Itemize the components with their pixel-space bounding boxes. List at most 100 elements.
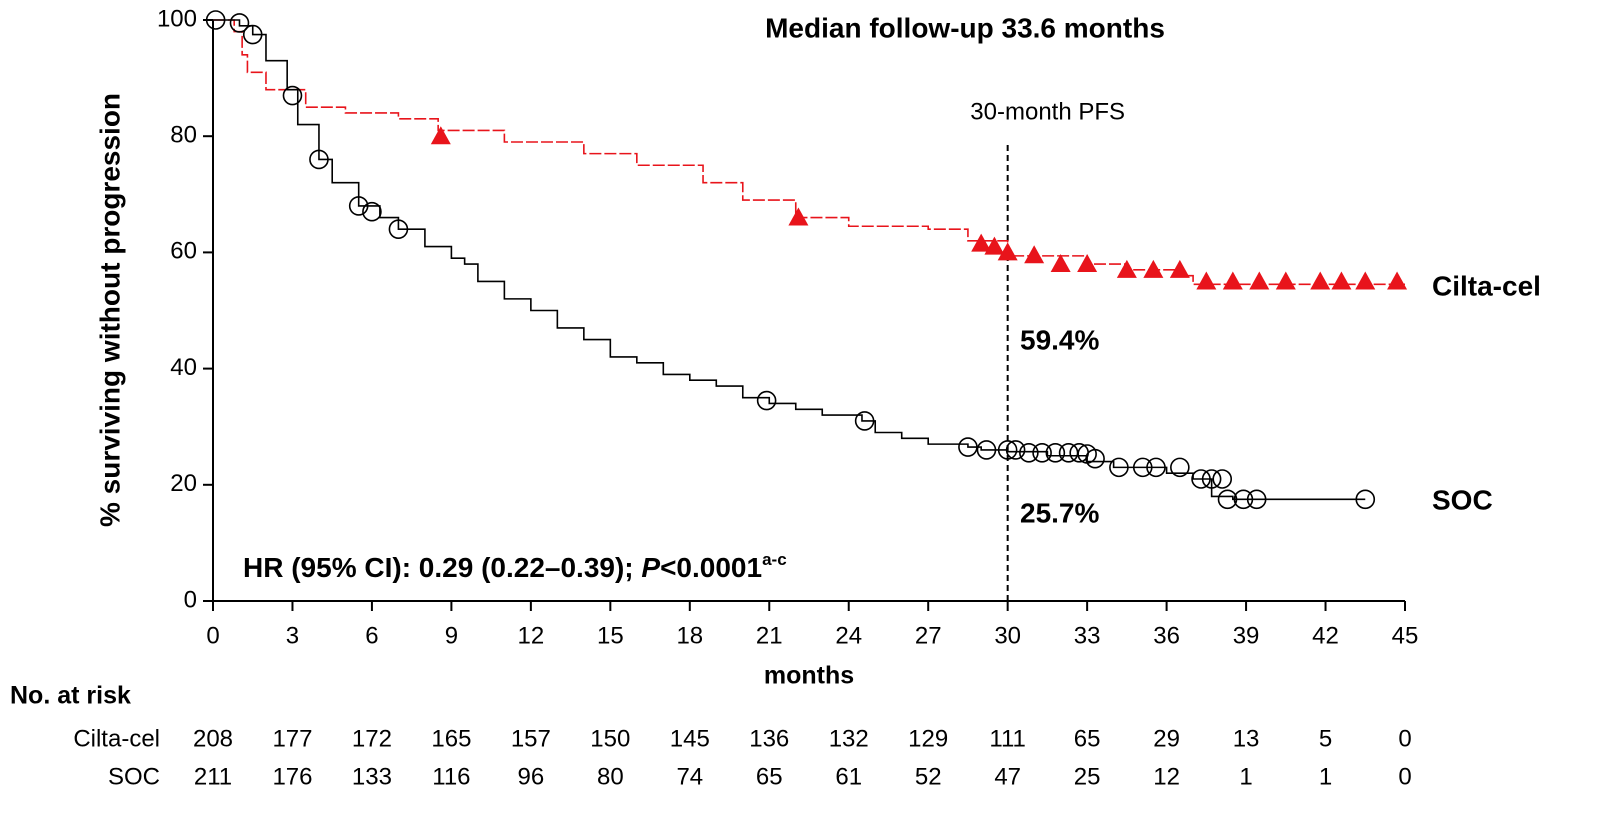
x-tick-label: 9 bbox=[445, 622, 458, 649]
censor-mark bbox=[1196, 271, 1217, 290]
censor-mark bbox=[958, 437, 978, 457]
hr-pvalue: <0.0001 bbox=[660, 552, 762, 583]
censor-mark bbox=[1050, 254, 1071, 273]
at-risk-title: No. at risk bbox=[10, 682, 131, 710]
censor-mark bbox=[997, 440, 1018, 460]
x-tick-label: 12 bbox=[518, 622, 545, 649]
at-risk-value: 165 bbox=[431, 725, 471, 752]
censor-mark bbox=[205, 10, 226, 30]
at-risk-value: 129 bbox=[908, 725, 948, 752]
censor-mark bbox=[430, 126, 451, 145]
censor-mark bbox=[362, 201, 382, 222]
x-tick-label: 30 bbox=[994, 622, 1021, 649]
censor-mark bbox=[348, 196, 369, 216]
censor-mark bbox=[788, 207, 809, 226]
x-tick-label: 45 bbox=[1392, 622, 1419, 649]
censor-mark bbox=[1143, 259, 1164, 278]
series-label: SOC bbox=[1432, 484, 1493, 515]
x-tick-label: 15 bbox=[597, 622, 624, 649]
at-risk-value: 1 bbox=[1319, 763, 1332, 790]
censor-mark bbox=[1032, 443, 1052, 463]
hr-main: HR (95% CI): 0.29 (0.22–0.39); bbox=[243, 552, 641, 583]
x-tick-label: 42 bbox=[1312, 622, 1339, 649]
at-risk-value: 65 bbox=[1074, 725, 1101, 752]
x-tick-label: 33 bbox=[1074, 622, 1101, 649]
y-axis-label: % surviving without progression bbox=[94, 93, 125, 527]
censor-mark bbox=[1355, 489, 1376, 510]
censor-mark bbox=[1217, 489, 1238, 510]
at-risk-value: 74 bbox=[676, 763, 703, 790]
reference-label: 30-month PFS bbox=[970, 98, 1125, 125]
at-risk-value: 177 bbox=[272, 725, 312, 752]
at-risk-value: 157 bbox=[511, 725, 551, 752]
x-tick-label: 27 bbox=[915, 622, 942, 649]
censor-mark bbox=[1191, 469, 1211, 489]
at-risk-value: 116 bbox=[432, 763, 470, 790]
censor-mark bbox=[388, 219, 409, 239]
at-risk-value: 96 bbox=[518, 763, 545, 790]
at-risk-value: 65 bbox=[756, 763, 783, 790]
at-risk-value: 0 bbox=[1398, 725, 1411, 752]
censor-mark bbox=[1249, 271, 1270, 290]
censor-mark bbox=[1019, 443, 1039, 463]
censor-mark bbox=[1355, 271, 1376, 290]
survival-curve bbox=[213, 19, 1366, 501]
at-risk-value: 172 bbox=[352, 725, 392, 752]
at-risk-value: 25 bbox=[1074, 763, 1101, 790]
y-tick-label: 80 bbox=[170, 122, 197, 149]
censor-mark bbox=[1170, 457, 1190, 478]
censor-mark bbox=[1387, 271, 1408, 290]
hr-p: P bbox=[641, 552, 660, 583]
x-axis-label: months bbox=[764, 662, 854, 690]
censor-mark bbox=[1169, 259, 1190, 278]
at-risk-value: 208 bbox=[193, 725, 233, 752]
at-risk-value: 150 bbox=[590, 725, 630, 752]
censor-mark bbox=[984, 236, 1005, 255]
y-tick-label: 40 bbox=[170, 354, 197, 381]
censor-mark bbox=[1085, 448, 1105, 469]
censor-mark bbox=[1331, 271, 1352, 290]
y-tick-label: 100 bbox=[157, 5, 197, 32]
censor-mark bbox=[242, 24, 263, 45]
censor-mark bbox=[1275, 271, 1296, 290]
at-risk-name: SOC bbox=[108, 763, 160, 790]
censor-mark bbox=[1233, 489, 1254, 510]
censor-mark bbox=[1212, 469, 1233, 489]
x-tick-label: 36 bbox=[1153, 622, 1180, 649]
censor-mark bbox=[1201, 469, 1222, 489]
censor-mark bbox=[1246, 489, 1267, 510]
x-tick-label: 6 bbox=[365, 622, 378, 649]
censor-mark bbox=[854, 411, 875, 431]
censor-mark bbox=[282, 85, 303, 106]
at-risk-value: 61 bbox=[835, 763, 862, 790]
at-risk-value: 145 bbox=[670, 725, 710, 752]
at-risk-value: 133 bbox=[352, 763, 392, 790]
at-risk-value: 176 bbox=[272, 763, 312, 790]
x-tick-label: 21 bbox=[756, 622, 783, 649]
censor-mark bbox=[997, 242, 1018, 261]
censor-mark bbox=[1132, 457, 1153, 478]
censor-mark bbox=[1109, 457, 1129, 478]
at-risk-value: 12 bbox=[1153, 763, 1180, 790]
censor-mark bbox=[756, 390, 777, 411]
censor-mark bbox=[309, 149, 329, 170]
x-tick-label: 18 bbox=[676, 622, 703, 649]
y-tick-label: 20 bbox=[170, 470, 197, 497]
at-risk-value: 132 bbox=[829, 725, 869, 752]
censor-mark bbox=[1005, 440, 1026, 460]
censor-mark bbox=[1045, 443, 1066, 463]
y-tick-label: 60 bbox=[170, 238, 197, 265]
at-risk-value: 52 bbox=[915, 763, 942, 790]
censor-mark bbox=[1116, 259, 1137, 278]
at-risk-value: 29 bbox=[1153, 725, 1180, 752]
series-annotation: 59.4% bbox=[1020, 324, 1099, 355]
censor-mark bbox=[976, 440, 997, 460]
series-annotation: 25.7% bbox=[1020, 497, 1099, 528]
censor-mark bbox=[1222, 271, 1243, 290]
survival-curve bbox=[213, 19, 1405, 286]
censor-mark bbox=[229, 13, 250, 33]
series-label: Cilta-cel bbox=[1432, 270, 1541, 301]
at-risk-value: 0 bbox=[1398, 763, 1411, 790]
at-risk-value: 80 bbox=[597, 763, 624, 790]
at-risk-value: 13 bbox=[1233, 725, 1260, 752]
